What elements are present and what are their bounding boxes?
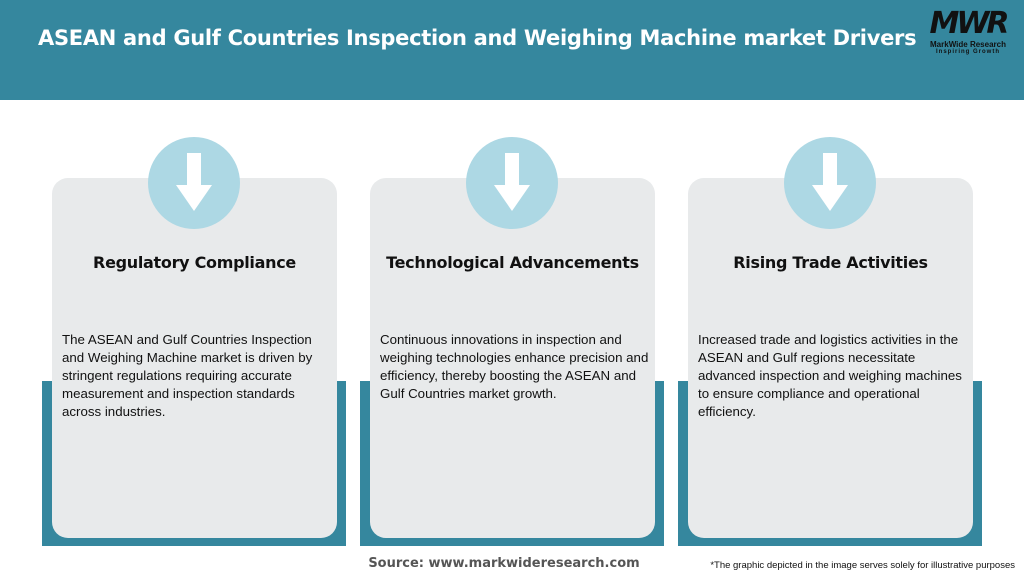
header-banner: ASEAN and Gulf Countries Inspection and …	[0, 0, 1024, 100]
card-body: Increased trade and logistics activities…	[698, 332, 962, 419]
logo-mark: MWR	[929, 6, 1009, 41]
logo: MWR MarkWide Research Inspiring Growth	[922, 8, 1014, 56]
arrow-down-icon	[812, 153, 848, 211]
driver-card: Rising Trade Activities Increased trade …	[688, 178, 973, 538]
source-text: Source: www.markwideresearch.com	[368, 556, 640, 571]
disclaimer-note: *The graphic depicted in the image serve…	[710, 560, 1015, 571]
icon-circle	[148, 137, 240, 229]
page-title: ASEAN and Gulf Countries Inspection and …	[38, 26, 917, 50]
driver-card: Technological Advancements Continuous in…	[370, 178, 655, 538]
logo-tagline: Inspiring Growth	[936, 49, 1000, 55]
logo-name: MarkWide Research	[930, 40, 1006, 49]
card-heading: Regulatory Compliance	[93, 253, 296, 272]
card-body: The ASEAN and Gulf Countries Inspection …	[62, 332, 313, 419]
card-heading: Rising Trade Activities	[733, 253, 928, 272]
arrow-down-icon	[176, 153, 212, 211]
card-heading: Technological Advancements	[386, 253, 639, 272]
icon-circle	[466, 137, 558, 229]
driver-card: Regulatory Compliance The ASEAN and Gulf…	[52, 178, 337, 538]
card-body: Continuous innovations in inspection and…	[380, 332, 649, 401]
icon-circle	[784, 137, 876, 229]
arrow-down-icon	[494, 153, 530, 211]
